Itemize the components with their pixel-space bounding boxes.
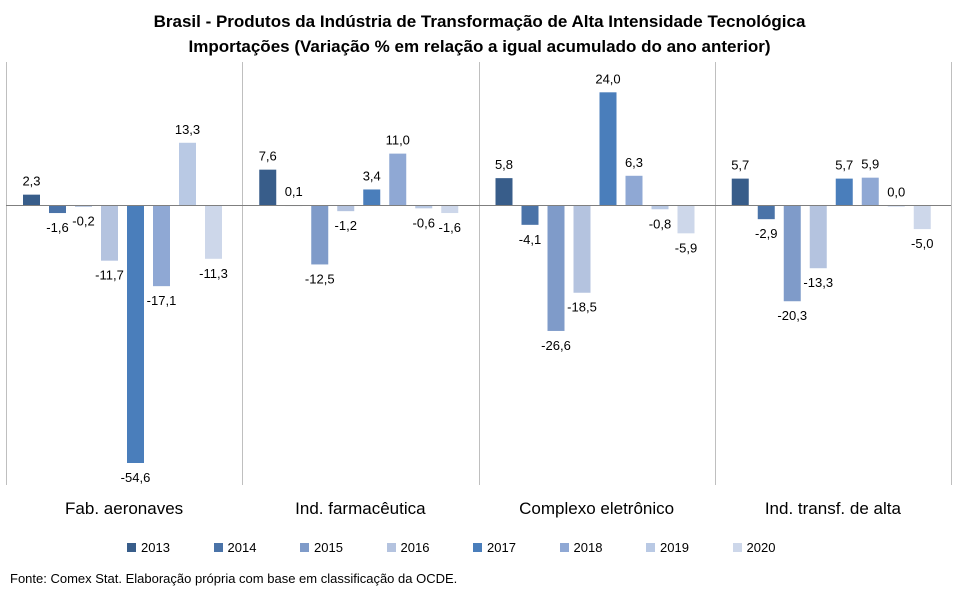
legend-swatch [300, 543, 309, 552]
bar [389, 153, 407, 206]
bar [861, 177, 879, 206]
source-note: Fonte: Comex Stat. Elaboração própria co… [10, 571, 458, 586]
bar [547, 205, 565, 331]
legend-swatch [386, 543, 396, 552]
legend-swatch [646, 543, 655, 552]
legend-label: 2014 [227, 540, 257, 555]
data-label: -1,6 [46, 220, 68, 235]
bar [337, 205, 355, 212]
chart-subtitle: Importações (Variação % em relação a igu… [188, 37, 771, 56]
bar [599, 92, 617, 206]
category-label: Complexo eletrônico [519, 499, 674, 518]
data-label: 24,0 [595, 71, 620, 86]
bar [363, 189, 381, 206]
legend-item: 2013 [127, 540, 170, 555]
bar [441, 205, 459, 214]
bar [205, 205, 222, 259]
bar [153, 205, 170, 287]
data-label: -4,1 [519, 232, 541, 247]
bar [835, 178, 853, 206]
bar [495, 178, 513, 206]
data-label: -0,8 [649, 216, 671, 231]
legend-item: 2019 [646, 540, 689, 555]
legend-label: 2013 [141, 540, 170, 555]
data-label: -20,3 [777, 308, 807, 323]
data-label: -12,5 [305, 271, 335, 286]
data-label: -26,6 [541, 338, 571, 353]
data-label: -5,9 [675, 240, 697, 255]
data-label: 5,7 [835, 158, 853, 173]
data-label: 5,9 [861, 157, 879, 172]
category-label: Ind. transf. de alta [765, 499, 902, 518]
data-label: 5,8 [495, 157, 513, 172]
bar [49, 205, 66, 214]
data-label: -1,2 [335, 218, 357, 233]
data-label: -11,7 [95, 268, 124, 283]
legend-item: 2016 [386, 540, 430, 555]
bar [23, 194, 40, 206]
bar [127, 205, 144, 463]
data-label: 3,4 [363, 168, 381, 183]
chart-title: Brasil - Produtos da Indústria de Transf… [153, 12, 806, 31]
legend-label: 2017 [487, 540, 516, 555]
data-label: -11,3 [199, 266, 228, 281]
bar [311, 205, 329, 265]
data-label: 5,7 [731, 158, 749, 173]
data-label: -17,1 [147, 293, 177, 308]
bar [101, 205, 118, 261]
chart-legend: 2013 2014 2015 2016 2017 2018 2019 2020 [0, 540, 959, 558]
bar [731, 178, 749, 206]
bar-chart: 2,3 -1,6 -0,2 -11,7 -54,6 -17,1 13,3 -11,3 Fab. … [6, 62, 952, 518]
legend-swatch [473, 543, 482, 552]
data-label: 2,3 [22, 174, 40, 189]
legend-item: 2014 [213, 540, 257, 555]
bar [259, 169, 277, 206]
legend-item: 2017 [473, 540, 516, 555]
bar [415, 205, 433, 209]
data-label: -0,2 [72, 213, 94, 228]
bar [651, 205, 669, 210]
bar [783, 205, 801, 302]
bar [757, 205, 775, 220]
bar [573, 205, 591, 293]
bar [913, 205, 931, 230]
data-label: 11,0 [386, 133, 410, 148]
bar [625, 175, 643, 206]
bar [179, 142, 196, 206]
data-label: 0,1 [285, 184, 303, 199]
data-label: 7,6 [259, 149, 277, 164]
legend-item: 2015 [300, 540, 343, 555]
legend-swatch [127, 543, 136, 552]
data-label: -13,3 [803, 275, 833, 290]
data-label: 0,0 [887, 185, 905, 200]
legend-label: 2015 [314, 540, 343, 555]
legend-label: 2019 [660, 540, 689, 555]
legend-label: 2020 [746, 540, 776, 555]
data-label: -18,5 [567, 300, 597, 315]
data-label: 6,3 [625, 155, 643, 170]
legend-label: 2018 [573, 540, 603, 555]
bar [677, 205, 695, 234]
bar [809, 205, 827, 269]
legend-swatch [559, 543, 569, 552]
data-label: 13,3 [175, 122, 200, 137]
data-label: -0,6 [413, 215, 435, 230]
category-label: Ind. farmacêutica [295, 499, 426, 518]
legend-swatch [732, 543, 742, 552]
data-label: -54,6 [121, 470, 151, 485]
legend-label: 2016 [400, 540, 430, 555]
data-label: -1,6 [439, 220, 461, 235]
legend-swatch [213, 543, 223, 552]
data-label: -2,9 [755, 226, 777, 241]
legend-item: 2018 [559, 540, 603, 555]
data-label: -5,0 [911, 236, 933, 251]
legend-item: 2020 [732, 540, 776, 555]
category-label: Fab. aeronaves [65, 499, 183, 518]
bar [521, 205, 539, 225]
